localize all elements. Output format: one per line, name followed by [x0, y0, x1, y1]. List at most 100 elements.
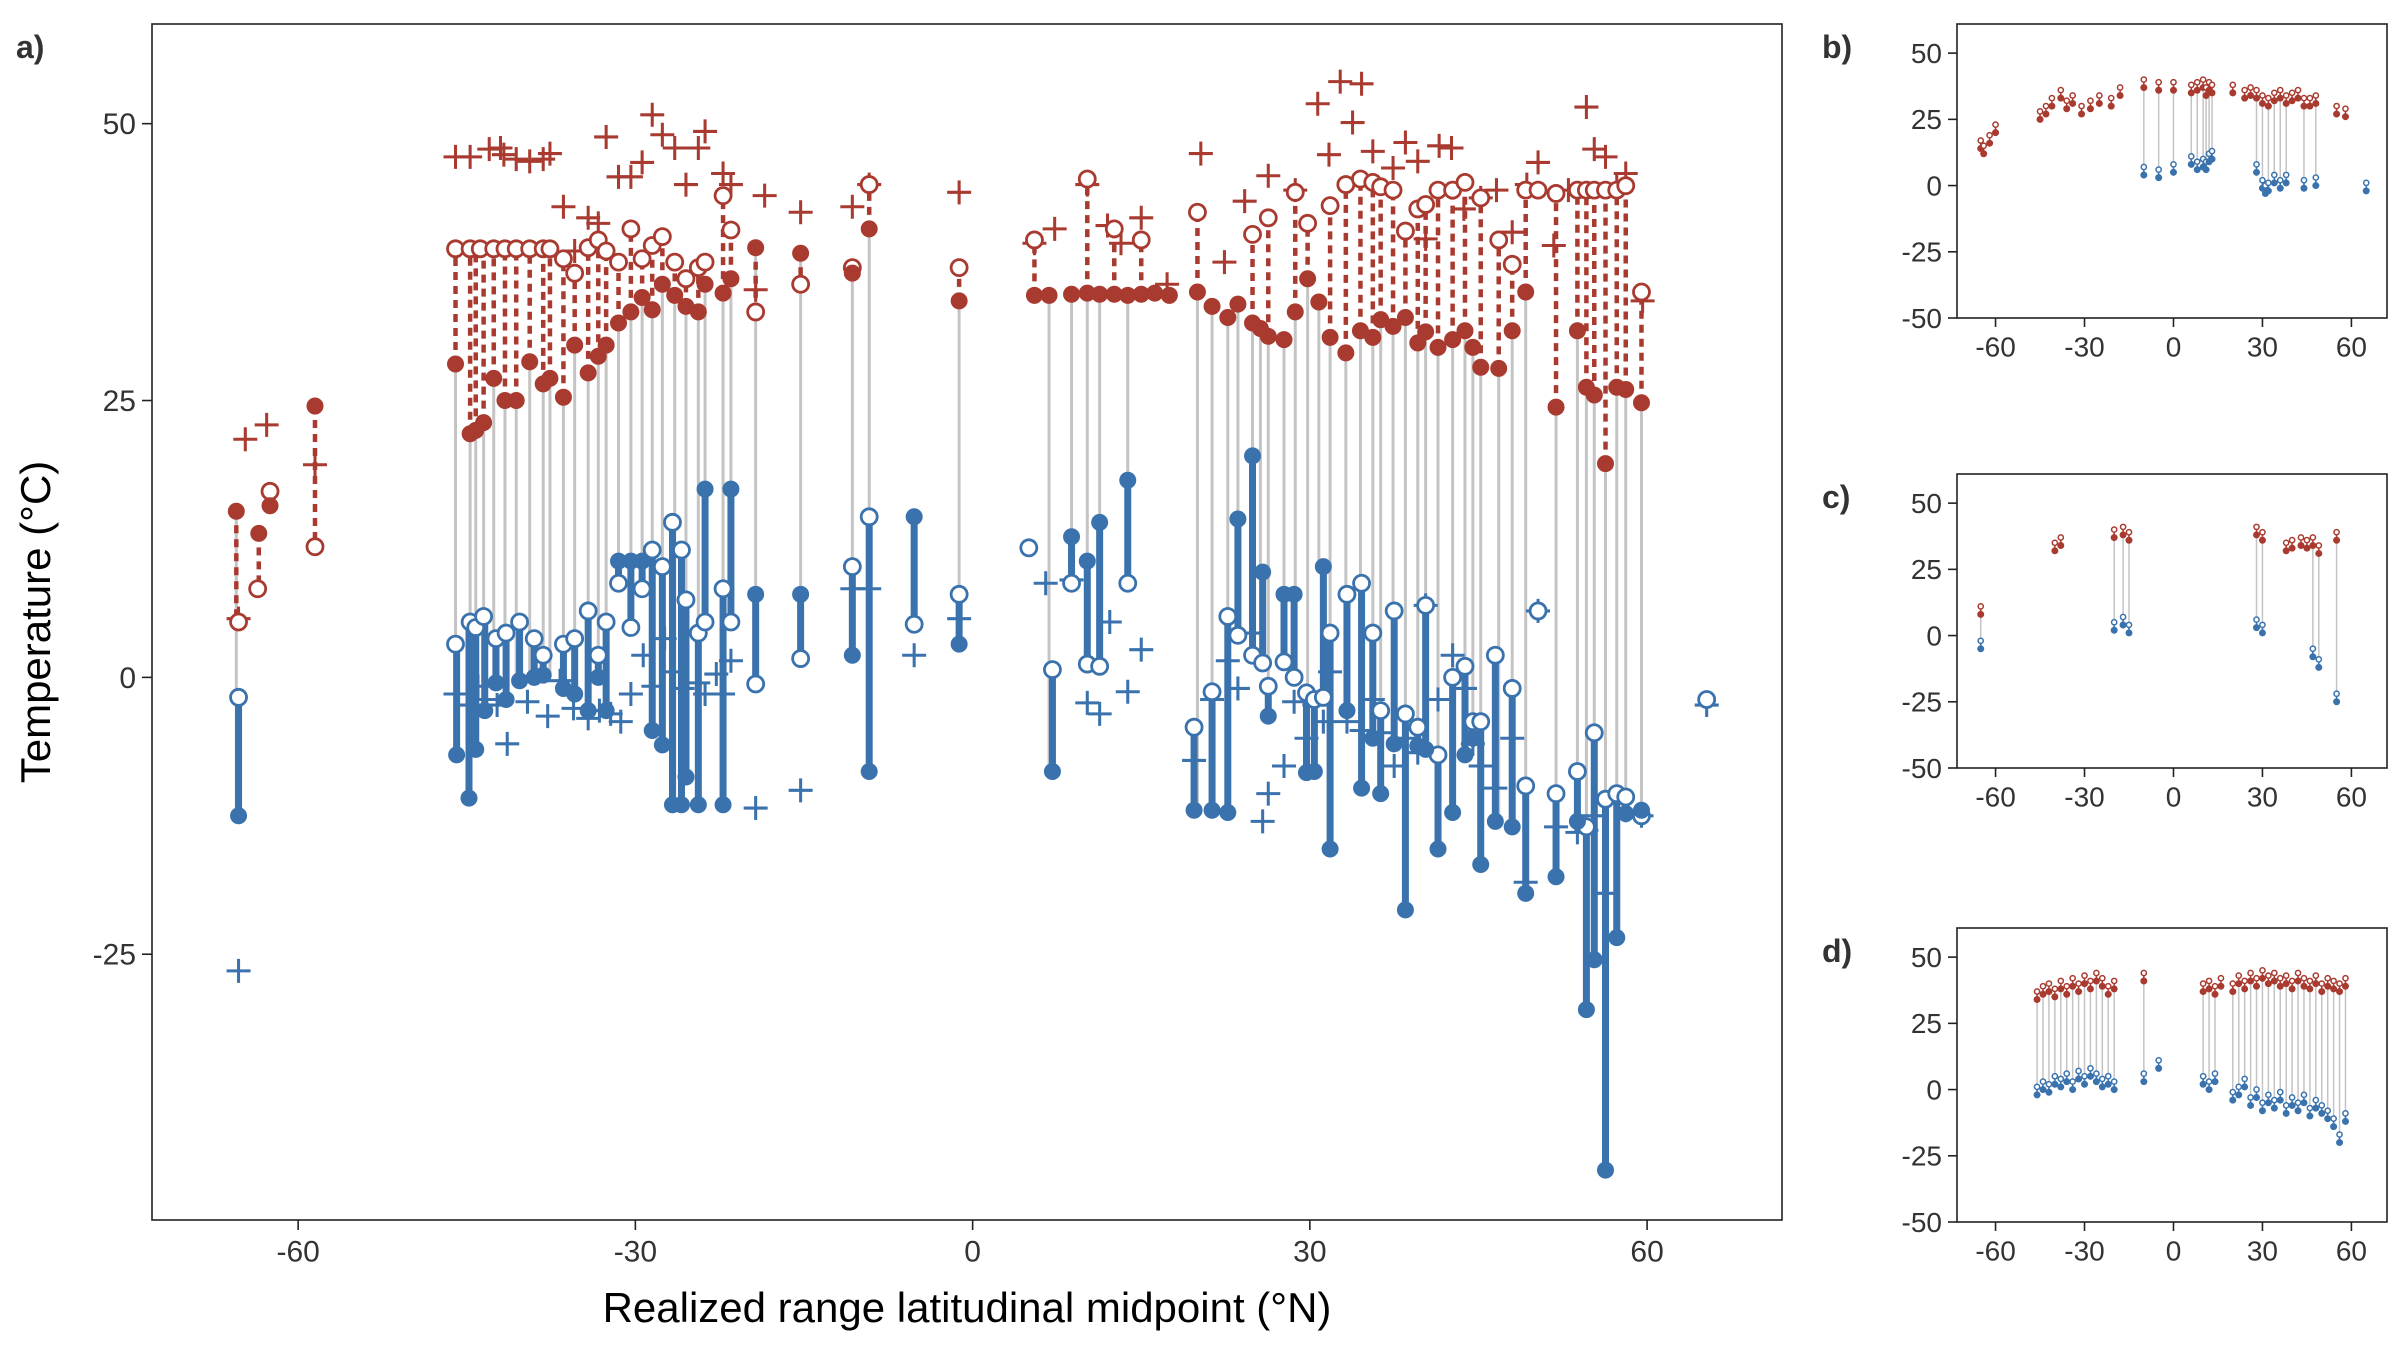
panel-d-cold-observed-point: [2205, 1086, 2213, 1094]
panel-d-heat-observed-point: [2140, 977, 2148, 985]
panel-c-y-tick-label: 0: [1926, 620, 1942, 651]
panel-c: -60 -30 0 30 60 -50 -25 0 25 50 c): [1822, 473, 2388, 812]
panel-b-heat-observed-point: [2140, 84, 2148, 92]
panel-d-heat-ctmax-point: [2063, 982, 2071, 990]
panel-a-heat-observed-point: [843, 264, 861, 282]
panel-a-y-tick-label: 25: [103, 385, 136, 418]
panel-a-cold-ctmin-point: [496, 623, 516, 643]
panel-a-cold-projected-point: [743, 796, 768, 821]
panel-a-cold-projected-point: [788, 778, 813, 803]
panel-c-heat-observed-point: [2125, 536, 2133, 544]
panel-b-cold-observed-point: [2140, 171, 2148, 179]
panel-a-heat-projected-point: [1349, 71, 1374, 96]
panel-c-cold-observed-point: [2258, 629, 2266, 637]
panel-c-tag: c): [1822, 479, 1850, 515]
panel-a-heat-projected-point: [254, 412, 279, 437]
panel-a-heat-projected-point: [491, 142, 516, 167]
panel-a-cold-observed-point: [905, 508, 923, 526]
panel-d-heat-observed-point: [2217, 982, 2225, 990]
panel-b-heat-ctmax-point: [2342, 105, 2349, 113]
panel-a-cold-observed-point: [1396, 901, 1414, 919]
panel-a-heat-observed-point: [521, 353, 539, 371]
panel-c-marks: [1977, 523, 2341, 706]
panel-b-heat-observed-point: [2095, 99, 2103, 107]
panel-b-heat-observed-point: [2288, 97, 2296, 105]
panel-b-cold-observed-point: [2202, 166, 2210, 174]
panel-a-heat-projected-point: [788, 200, 813, 225]
panel-b-cold-ctmin-point: [2276, 176, 2284, 184]
panel-d-cold-ctmin-point: [2057, 1075, 2065, 1083]
panel-a-cold-observed-point: [689, 796, 707, 814]
panel-c-heat-observed-point: [2303, 544, 2311, 552]
panel-a-cold-observed-point: [792, 585, 810, 603]
panel-c-cold-observed-point: [1977, 645, 1985, 653]
panel-b-heat-observed-point: [2282, 99, 2290, 107]
panel-a-heat-ctmax-point: [721, 220, 741, 240]
panel-d-cold-observed-point: [2104, 1080, 2112, 1088]
panel-a-heat-observed-point: [653, 275, 671, 293]
panel-a-heat-ctmax-point: [1077, 169, 1097, 189]
panel-b-heat-ctmax-point: [2306, 94, 2314, 102]
panel-d-cold-observed-point: [2081, 1080, 2089, 1088]
panel-d-cold-ctmin-point: [2063, 1070, 2071, 1077]
panel-a-heat-observed-point: [1597, 455, 1615, 473]
panel-a-cold-ctmin-point: [565, 629, 585, 649]
panel-c-cold-ctmin-point: [2253, 616, 2260, 623]
panel-a-cold-observed-point: [1043, 763, 1061, 780]
panel-a-heat-projected-point: [1405, 149, 1430, 174]
panel-a-cold-ctmin-point: [474, 607, 494, 626]
panel-b-marks: [1977, 76, 2370, 198]
panel-b-heat-ctmax-point: [1977, 137, 1985, 144]
panel-a-heat-ctmax-point: [596, 241, 616, 261]
panel-b-heat-observed-point: [1980, 150, 1988, 158]
panel-a-cold-observed-point: [1254, 563, 1272, 581]
panel-a-cold-ctmin-point: [1313, 687, 1333, 707]
panel-d-heat-ctmax-point: [2300, 974, 2308, 982]
panel-c-cold-ctmin-point: [2309, 645, 2317, 653]
panel-d-heat-ctmax-point: [2199, 980, 2207, 987]
panel-b-y-tick-label: 50: [1911, 38, 1942, 69]
panel-a-heat-projected-point: [752, 183, 777, 208]
panel-b-heat-ctmax-point: [2312, 92, 2320, 99]
panel-a-heat-ctmax-point: [1104, 219, 1124, 239]
panel-d-cold-ctmin-point: [2098, 1075, 2106, 1083]
panel-b-heat-observed-point: [2306, 102, 2314, 110]
panel-d-heat-ctmax-point: [2324, 974, 2332, 982]
panel-a-heat-ctmax-point: [1528, 180, 1548, 200]
panel-b-heat-observed-point: [2241, 94, 2249, 102]
panel-a-cold-ctmin-point: [1568, 762, 1587, 781]
panel-a-heat-observed-point: [261, 497, 279, 515]
panel-c-heat-observed-point: [1977, 610, 1985, 618]
panel-b-cold-ctmin-point: [2170, 160, 2177, 168]
panel-b-heat-observed-point: [2187, 89, 2195, 97]
panel-c-heat-observed-point: [2057, 542, 2065, 550]
panel-c-heat-ctmax-point: [2110, 526, 2118, 533]
panel-a-cold-observed-point: [497, 691, 515, 709]
panel-d-heat-observed-point: [2069, 982, 2077, 990]
panel-a-cold-observed-point: [1385, 735, 1403, 753]
panel-d-cold-ctmin-point: [2104, 1072, 2112, 1080]
panel-a-heat-projected-point: [650, 122, 675, 147]
panel-b-y-tick-label: 0: [1926, 170, 1942, 201]
panel-a-cold-projected-point: [1215, 648, 1240, 673]
panel-a-cold-observed-point: [566, 685, 584, 703]
panel-a-heat-ctmax-point: [229, 612, 248, 632]
panel-c-heat-ctmax-point: [2309, 534, 2317, 541]
panel-d-heat-ctmax-point: [2205, 977, 2213, 985]
panel-d-heat-ctmax-point: [2330, 977, 2337, 985]
panel-c-y-tick-label: -50: [1902, 753, 1942, 784]
panel-b-heat-ctmax-point: [2265, 94, 2272, 102]
panel-d: -60 -30 0 30 60 -50 -25 0 25 50 d): [1822, 927, 2388, 1266]
panel-a-cold-ctmin-point: [596, 612, 616, 632]
panel-b-cold-ctmin-point: [2300, 176, 2308, 184]
panel-c-heat-observed-point: [2288, 544, 2296, 552]
panel-d-cold-ctmin-point: [2087, 1064, 2094, 1072]
panel-d-cold-observed-point: [2211, 1078, 2219, 1086]
panel-c-heat-ctmax-point: [2282, 539, 2290, 547]
panel-d-cold-observed-point: [2140, 1078, 2148, 1086]
panel-d-heat-ctmax-point: [2069, 974, 2077, 982]
panel-d-heat-ctmax-point: [2051, 985, 2059, 993]
panel-d-cold-observed-point: [2336, 1139, 2344, 1147]
panel-b-heat-observed-point: [2048, 102, 2056, 110]
panel-a-cold-observed-point: [579, 702, 597, 720]
